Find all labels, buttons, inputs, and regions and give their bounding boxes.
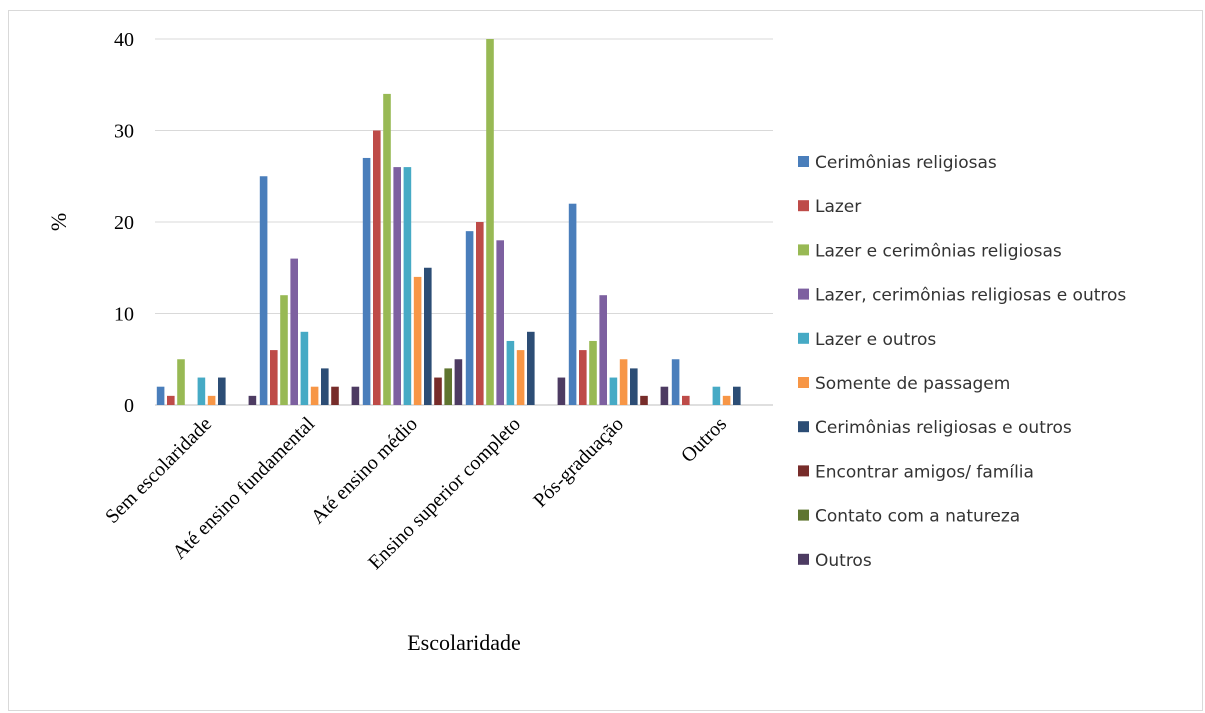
- y-tick-label: 10: [114, 304, 134, 326]
- bar: [393, 167, 401, 405]
- bar: [259, 176, 268, 405]
- legend-label: Encontrar amigos/ família: [815, 462, 1034, 482]
- legend-item: Encontrar amigos/ família: [798, 462, 1034, 482]
- legend-swatch: [798, 465, 809, 477]
- bar: [496, 240, 504, 405]
- legend-label: Somente de passagem: [815, 374, 1010, 394]
- y-tick-label: 20: [114, 212, 134, 234]
- x-tick-label: Outros: [677, 413, 731, 467]
- bar: [476, 222, 484, 405]
- bar: [434, 377, 442, 405]
- bar: [527, 331, 535, 405]
- legend-item: Contato com a natureza: [798, 507, 1020, 527]
- bar: [218, 377, 226, 405]
- bar: [351, 386, 360, 405]
- bar: [712, 386, 721, 405]
- legend: Cerimônias religiosas Lazer Lazer e cerimô…: [798, 153, 1126, 571]
- legend-swatch: [798, 377, 809, 388]
- bar: [310, 386, 319, 405]
- legend-label: Lazer e outros: [815, 330, 936, 350]
- bar: [280, 295, 288, 405]
- legend-item: Lazer e cerimônias religiosas: [798, 241, 1062, 261]
- legend-label: Lazer: [815, 197, 861, 217]
- legend-swatch: [798, 509, 809, 521]
- y-axis-title: %: [46, 213, 71, 231]
- bar: [630, 368, 638, 405]
- bar: [506, 340, 515, 405]
- legend-label: Lazer e cerimônias religiosas: [815, 241, 1062, 261]
- legend-label: Outros: [815, 551, 872, 571]
- bars: [156, 39, 741, 406]
- bar: [619, 359, 628, 405]
- bar: [660, 386, 669, 405]
- gridlines: [155, 38, 773, 406]
- bar: [403, 167, 412, 405]
- legend-item: Outros: [798, 551, 872, 571]
- bar: [270, 350, 278, 405]
- bar: [167, 395, 175, 405]
- bar: [424, 267, 432, 405]
- bar: [589, 340, 597, 405]
- bar: [331, 386, 339, 405]
- bar: [362, 157, 371, 405]
- legend-swatch: [798, 288, 809, 300]
- legend-swatch: [798, 156, 809, 167]
- bar: [579, 350, 587, 405]
- bar: [465, 231, 474, 405]
- legend-label: Lazer, cerimônias religiosas e outros: [815, 286, 1126, 306]
- legend-swatch: [798, 553, 809, 565]
- bar: [444, 368, 452, 405]
- bar: [486, 39, 494, 405]
- y-tick-label: 30: [114, 121, 134, 143]
- legend-item: Somente de passagem: [798, 374, 1010, 394]
- x-tick-label: Pós-graduação: [529, 413, 628, 512]
- bar: [568, 203, 577, 405]
- bar: [300, 331, 309, 405]
- y-tick-labels: 0 10 20 30 40: [114, 29, 134, 417]
- bar: [722, 395, 731, 405]
- bar: [413, 276, 422, 405]
- bar: [197, 377, 206, 405]
- bar: [156, 386, 165, 405]
- bar: [557, 377, 566, 405]
- bar: [248, 395, 257, 405]
- bar: [682, 395, 690, 405]
- bar: [177, 359, 185, 405]
- legend-swatch: [798, 244, 809, 256]
- bar: [207, 395, 216, 405]
- legend-swatch: [798, 332, 809, 344]
- bar: [599, 295, 607, 405]
- x-tick-label: Sem escolaridade: [101, 413, 216, 528]
- bar: [609, 377, 618, 405]
- legend-swatch: [798, 200, 809, 212]
- legend-swatch: [798, 421, 809, 433]
- bar: [321, 368, 329, 405]
- legend-item: Lazer, cerimônias religiosas e outros: [798, 286, 1126, 306]
- legend-label: Cerimônias religiosas: [815, 153, 997, 173]
- legend-label: Contato com a natureza: [815, 507, 1020, 527]
- bar: [383, 93, 391, 406]
- bar: [373, 130, 381, 405]
- y-tick-label: 0: [124, 395, 134, 417]
- bar: [290, 258, 298, 405]
- bar: [671, 359, 680, 405]
- legend-item: Lazer: [798, 197, 861, 217]
- x-axis-title: Escolaridade: [407, 630, 521, 655]
- bar: [733, 386, 741, 405]
- legend-item: Cerimônias religiosas e outros: [798, 418, 1072, 438]
- bar: [640, 395, 648, 405]
- bar: [454, 359, 463, 405]
- x-tick-label: Até ensino médio: [307, 413, 422, 528]
- legend-item: Cerimônias religiosas: [798, 153, 997, 173]
- legend-label: Cerimônias religiosas e outros: [815, 418, 1072, 438]
- bar: [516, 350, 525, 405]
- y-tick-label: 40: [114, 29, 134, 51]
- legend-item: Lazer e outros: [798, 330, 936, 350]
